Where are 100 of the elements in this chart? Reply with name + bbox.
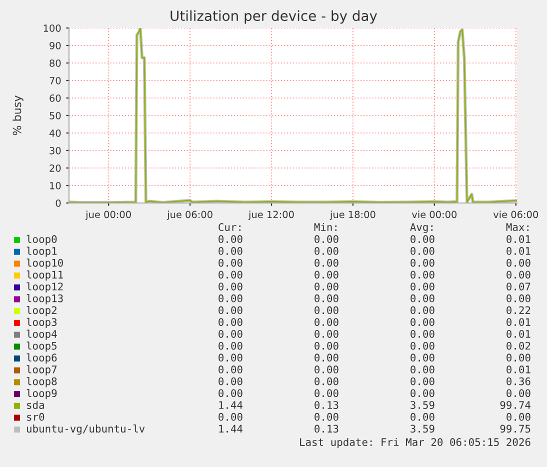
data-label: 0.00 [218, 354, 242, 362]
data-label: 99.75 [500, 424, 530, 433]
data-label: 0.00 [410, 412, 434, 421]
data-label: 0.00 [314, 366, 338, 374]
data-label: 0.00 [410, 294, 434, 302]
data-label: 0.00 [218, 389, 242, 398]
data-label: 0.00 [410, 330, 434, 338]
data-label: 0.00 [218, 282, 242, 290]
data-label: 0.00 [410, 389, 434, 398]
category-label: loop8 [26, 377, 57, 388]
data-label: 0.00 [314, 330, 338, 338]
data-label: 0.00 [218, 318, 242, 326]
category-label: loop6 [26, 353, 57, 364]
category-label: loop7 [26, 365, 57, 376]
data-label: 0.00 [410, 258, 434, 267]
data-label: 0.00 [410, 342, 434, 350]
text: Last update: Fri Mar 20 06:05:15 2026 [300, 438, 530, 448]
data-label: 3.59 [410, 424, 434, 433]
category-label: loop3 [26, 318, 57, 328]
y-tick-label: 60 [50, 94, 61, 102]
data-label: 99.74 [500, 401, 531, 409]
data-label: 0.00 [314, 354, 338, 362]
data-label: 0.00 [506, 389, 530, 398]
data-label: 0.00 [218, 247, 242, 255]
data-label: 0.00 [314, 342, 338, 350]
category-label: loop1 [26, 246, 57, 257]
data-label: 0.00 [410, 377, 434, 386]
data-label: 0.00 [410, 270, 434, 279]
data-label: 0.01 [506, 366, 530, 374]
data-label: 0.00 [314, 282, 338, 290]
data-label: 0.00 [218, 342, 242, 350]
data-label: 0.00 [314, 270, 338, 279]
data-label: 0.00 [314, 389, 338, 398]
data-label: 0.13 [314, 401, 338, 409]
category-label: loop10 [26, 258, 63, 269]
y-tick-label: 50 [50, 112, 61, 120]
data-label: 3.59 [410, 401, 434, 409]
data-label: 0.07 [506, 282, 530, 290]
data-label: 0.00 [410, 318, 434, 326]
data-label: 0.00 [314, 306, 338, 314]
category-label: loop4 [26, 330, 57, 340]
data-label: 0.00 [218, 270, 242, 279]
text: Cur: [218, 223, 240, 232]
category-label: ubuntu-vg/ubuntu-lv [26, 424, 145, 435]
data-label: 0.00 [410, 247, 434, 255]
data-label: 1.44 [219, 401, 243, 409]
data-label: 0.00 [218, 294, 242, 302]
category-label: loop12 [26, 282, 63, 292]
category-label: loop9 [26, 388, 57, 400]
data-label: 0.00 [218, 330, 242, 338]
data-label: 0.00 [410, 354, 434, 362]
x-tick-label: jue 06:00 [166, 210, 212, 220]
data-label: 0.02 [506, 342, 530, 350]
y-tick-label: 0 [56, 199, 61, 207]
text: Max: [506, 223, 528, 232]
data-label: 0.00 [314, 412, 338, 421]
x-tick-label: jue 00:00 [85, 210, 131, 220]
data-label: 1.44 [219, 424, 243, 432]
chart-title: Utilization per device - by day [170, 10, 378, 24]
y-tick-label: 40 [49, 129, 61, 137]
data-label: 0.00 [506, 354, 530, 362]
data-label: 0.36 [506, 377, 530, 386]
data-label: 0.00 [506, 258, 530, 267]
y-tick-label: 70 [50, 76, 61, 84]
data-label: 0.00 [506, 294, 530, 302]
y-tick-label: 80 [50, 59, 61, 67]
data-label: 0.00 [506, 270, 530, 279]
data-label: 0.00 [314, 247, 338, 255]
y-tick-label: 90 [50, 42, 61, 50]
category-label: loop0 [26, 234, 57, 246]
data-label: 0.00 [218, 235, 242, 244]
data-label: 0.00 [410, 366, 434, 374]
data-label: 0.00 [218, 377, 242, 386]
data-label: 0.00 [218, 258, 242, 267]
data-label: 0.22 [506, 306, 530, 314]
category-label: loop5 [26, 342, 57, 352]
data-label: 0.00 [314, 235, 338, 244]
text: Avg: [410, 223, 432, 234]
data-label: 0.00 [410, 306, 434, 314]
data-label: 0.00 [218, 412, 242, 421]
data-label: 0.01 [506, 330, 530, 338]
category-label: loop11 [26, 270, 63, 281]
x-tick-label: jue 18:00 [330, 210, 376, 220]
data-label: 0.00 [314, 294, 338, 302]
data-label: 0.01 [506, 247, 530, 255]
data-label: 0.13 [314, 424, 338, 433]
x-tick-label: vie 00:00 [412, 210, 457, 218]
data-label: 0.00 [314, 377, 338, 386]
data-label: 0.00 [218, 366, 242, 374]
data-label: 0.01 [506, 318, 530, 326]
text: Min: [314, 222, 336, 231]
data-label: 0.00 [218, 306, 242, 314]
category-label: sda [27, 400, 44, 409]
x-tick-label: jue 12:00 [248, 210, 294, 220]
category-label: sr0 [27, 412, 44, 421]
x-tick-label: vie 06:00 [493, 210, 538, 218]
category-label: loop2 [26, 306, 56, 316]
y-axis-title: % busy [12, 96, 24, 136]
data-label: 0.00 [410, 282, 434, 290]
y-tick-label: 20 [50, 164, 61, 172]
